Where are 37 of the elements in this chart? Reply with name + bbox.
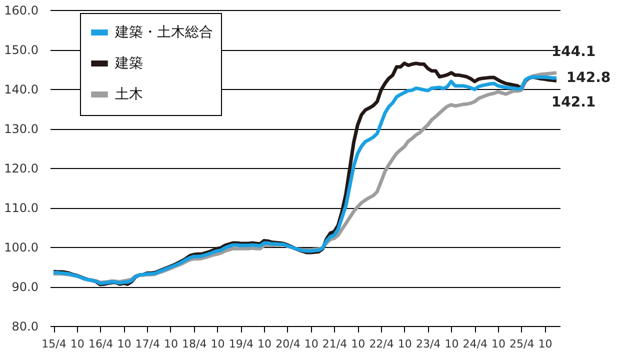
x-tick-label: 20/4 bbox=[276, 338, 300, 350]
x-tick-label: 15/4 bbox=[42, 338, 66, 350]
x-tick-label: 22/4 bbox=[369, 338, 394, 350]
legend-label: 建築・土木総合 bbox=[114, 24, 213, 40]
legend-label: 建築 bbox=[114, 56, 143, 72]
data-label: 144.1 bbox=[551, 44, 596, 60]
x-tick-label: 18/4 bbox=[182, 338, 207, 350]
x-tick-label: 10 bbox=[210, 338, 225, 350]
x-tick-label: 10 bbox=[444, 338, 459, 350]
y-tick-label: 90.0 bbox=[12, 280, 38, 294]
x-tick-label: 10 bbox=[70, 338, 84, 350]
y-tick-label: 80.0 bbox=[12, 320, 38, 334]
legend-label: 土木 bbox=[115, 86, 143, 102]
y-tick-label: 130.0 bbox=[4, 122, 38, 136]
x-tick-label: 17/4 bbox=[135, 338, 160, 350]
y-tick-label: 120.0 bbox=[4, 162, 38, 176]
x-tick-label: 16/4 bbox=[88, 338, 114, 350]
y-tick-label: 140.0 bbox=[4, 82, 38, 96]
x-tick-label: 10 bbox=[117, 338, 132, 350]
x-tick-label: 10 bbox=[351, 338, 366, 350]
x-tick-label: 10 bbox=[164, 338, 178, 350]
y-tick-label: 110.0 bbox=[4, 201, 38, 215]
y-tick-label: 150.0 bbox=[4, 43, 38, 57]
x-tick-label: 25/4 bbox=[510, 338, 534, 350]
x-tick-label: 21/4 bbox=[322, 338, 348, 350]
x-tick-label: 10 bbox=[492, 338, 506, 350]
x-tick-label: 10 bbox=[258, 338, 272, 350]
x-tick-label: 10 bbox=[398, 338, 412, 350]
y-tick-label: 100.0 bbox=[4, 240, 38, 254]
data-label: 142.1 bbox=[551, 94, 596, 111]
y-tick-label: 160.0 bbox=[4, 4, 38, 18]
x-tick-label: 24/4 bbox=[462, 338, 488, 350]
x-tick-label: 19/4 bbox=[228, 338, 254, 350]
x-tick-label: 10 bbox=[538, 338, 552, 350]
x-tick-label: 23/4 bbox=[416, 338, 441, 350]
data-label: 142.8 bbox=[566, 70, 611, 86]
x-tick-label: 10 bbox=[304, 338, 318, 350]
